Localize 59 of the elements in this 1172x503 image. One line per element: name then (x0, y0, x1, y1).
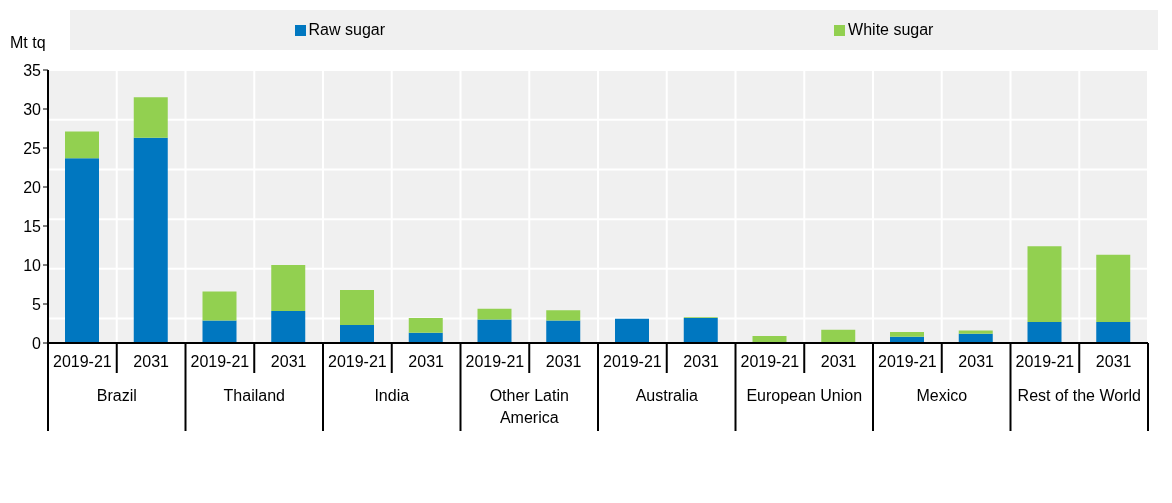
x-tick-label: 2031 (133, 353, 170, 370)
x-tick-label: 2031 (408, 353, 445, 370)
x-tick-label: 2019-21 (603, 353, 662, 370)
y-tick-label: 20 (23, 178, 42, 196)
legend-label: White sugar (848, 21, 934, 39)
y-tick-label: 5 (32, 295, 42, 313)
bar (821, 329, 856, 343)
x-tick-label: 2019-21 (740, 353, 800, 370)
y-tick-label: 35 (23, 61, 42, 79)
bar (65, 131, 99, 159)
text: Brazil (96, 387, 137, 404)
x-tick-label: 2031 (683, 353, 720, 370)
bar (958, 330, 993, 334)
bar (340, 325, 374, 343)
bar (133, 137, 168, 343)
text: Thailand (223, 387, 285, 404)
bar (65, 158, 99, 343)
bar (546, 320, 581, 343)
bar (133, 97, 168, 138)
bar (683, 318, 718, 343)
bar (477, 308, 512, 320)
text: India (374, 387, 410, 404)
bar (271, 265, 306, 312)
y-tick-label: 10 (23, 256, 42, 274)
bar (890, 332, 924, 337)
x-tick-label: 2031 (958, 353, 995, 370)
y-tick-label: 25 (23, 139, 42, 157)
x-tick-label: 2019-21 (1015, 353, 1075, 370)
text: Australia (635, 387, 698, 404)
bar (271, 311, 306, 343)
x-tick-label: 2031 (270, 353, 307, 370)
x-tick-label: 2031 (820, 353, 857, 370)
legend-label: Raw sugar (308, 21, 386, 39)
bar (1096, 254, 1131, 322)
x-tick-label: 2019-21 (53, 353, 112, 370)
text: European Union (746, 387, 863, 404)
bar (1096, 321, 1131, 343)
y-axis-title: Mt tq (10, 34, 46, 52)
text: Mexico (916, 387, 968, 404)
bar (340, 289, 374, 326)
x-tick-label: 2031 (1095, 353, 1132, 370)
bar (202, 291, 237, 321)
bar (408, 318, 443, 333)
bar (202, 320, 237, 343)
bar (1027, 246, 1062, 322)
x-tick-label: 2019-21 (878, 353, 937, 370)
bar (477, 319, 512, 343)
x-tick-label: 2019-21 (190, 353, 250, 370)
bar (615, 318, 649, 343)
bar (1027, 321, 1062, 343)
x-tick-label: 2031 (545, 353, 582, 370)
y-tick-label: 30 (23, 100, 42, 118)
bar (546, 310, 581, 321)
text: Other Latin America (489, 387, 569, 426)
y-tick-label: 15 (23, 217, 42, 235)
x-tick-label: 2019-21 (465, 353, 525, 370)
text: Rest of the World (1017, 387, 1141, 404)
x-tick-label: 2019-21 (328, 353, 387, 370)
y-tick-label: 0 (32, 334, 42, 352)
